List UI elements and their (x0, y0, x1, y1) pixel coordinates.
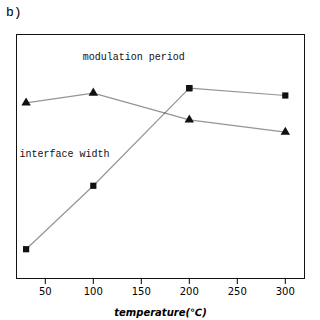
svg-text:50: 50 (39, 286, 52, 297)
svg-text:100: 100 (84, 286, 103, 297)
html-text:b): b) (6, 5, 22, 20)
svg-text:300: 300 (276, 286, 295, 297)
svg-text:250: 250 (228, 286, 247, 297)
svg-text:interface width: interface width (19, 149, 109, 160)
svg-text:150: 150 (132, 286, 151, 297)
svg-text:temperature(℃): temperature(℃) (114, 307, 206, 318)
svg-text:modulation period: modulation period (83, 52, 185, 63)
svg-text:200: 200 (180, 286, 199, 297)
